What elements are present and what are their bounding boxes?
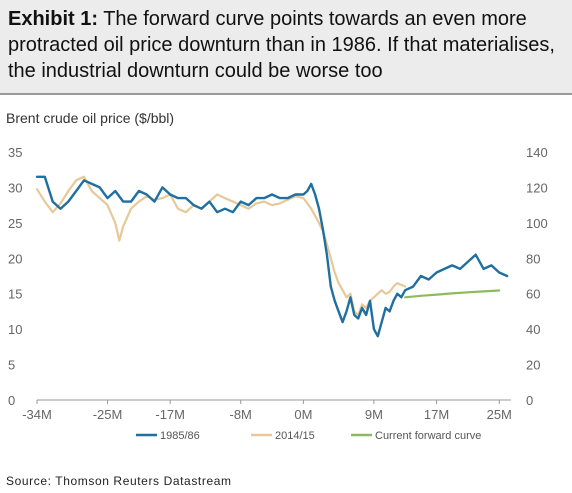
exhibit-caption: Exhibit 1: The forward curve points towa… xyxy=(8,6,564,84)
y-right-tick-label: 80 xyxy=(526,251,540,266)
y-right-tick-label: 60 xyxy=(526,287,540,302)
legend-label: 1985/86 xyxy=(160,430,200,442)
legend-label: 2014/15 xyxy=(275,430,315,442)
y-right-tick-label: 100 xyxy=(526,216,548,231)
x-tick-label: 25M xyxy=(487,407,512,422)
y-left-tick-label: 20 xyxy=(8,251,22,266)
exhibit-header: Exhibit 1: The forward curve points towa… xyxy=(0,0,572,95)
y-right-tick-label: 40 xyxy=(526,322,540,337)
x-tick-label: 17M xyxy=(424,407,449,422)
y-left-tick-label: 15 xyxy=(8,287,22,302)
exhibit-label: Exhibit 1: xyxy=(8,8,99,30)
x-tick-label: -25M xyxy=(93,407,123,422)
y-left-tick-label: 30 xyxy=(8,180,22,195)
exhibit-text: The forward curve points towards an even… xyxy=(8,8,555,82)
y-left-tick-label: 5 xyxy=(8,358,15,373)
y-right-tick-label: 0 xyxy=(526,393,533,408)
y-right-tick-label: 120 xyxy=(526,180,548,195)
y-right-tick-label: 140 xyxy=(526,145,548,160)
y-left-tick-label: 25 xyxy=(8,216,22,231)
y-left-tick-label: 0 xyxy=(8,393,15,408)
source-note: Source: Thomson Reuters Datastream xyxy=(6,474,232,488)
series-line-0 xyxy=(35,175,509,338)
series-line-1 xyxy=(35,175,407,317)
legend-label: Current forward curve xyxy=(375,430,481,442)
y-left-tick-label: 35 xyxy=(8,145,22,160)
y-right-tick-label: 20 xyxy=(526,358,540,373)
x-tick-label: -34M xyxy=(22,407,52,422)
series-line-2 xyxy=(404,289,501,299)
x-tick-label: 0M xyxy=(294,407,312,422)
x-tick-label: 9M xyxy=(365,407,383,422)
y-left-tick-label: 10 xyxy=(8,322,22,337)
chart-heading: Brent crude oil price ($/bbl) xyxy=(6,110,175,126)
x-tick-label: -8M xyxy=(230,407,252,422)
x-tick-label: -17M xyxy=(155,407,185,422)
